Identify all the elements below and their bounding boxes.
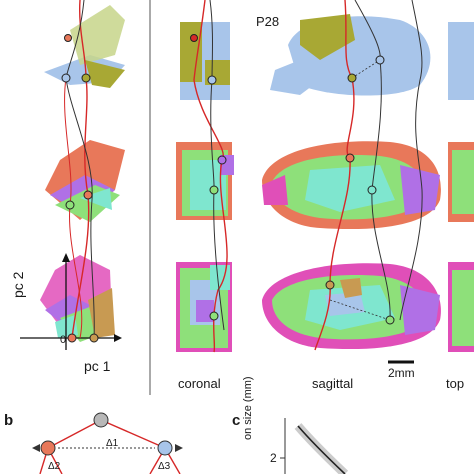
brain-lineage-nodes xyxy=(190,34,395,325)
sagittal-section-row3 xyxy=(262,263,441,350)
delta-3-label: Δ3 xyxy=(158,461,171,472)
panel-b-letter: b xyxy=(4,412,14,429)
pc2-axis-label: pc 2 xyxy=(10,271,26,298)
top-section-row2 xyxy=(448,142,474,222)
age-label: P28 xyxy=(256,14,280,29)
panel-c-ylabel: on size (mm) xyxy=(242,376,254,440)
scale-bar-label: 2mm xyxy=(388,366,415,380)
sagittal-section-row2 xyxy=(262,141,441,230)
sagittal-section-row1 xyxy=(270,14,431,96)
panel-c-letter: c xyxy=(232,412,241,429)
view-label-sagittal: sagittal xyxy=(312,376,354,391)
view-label-coronal: coronal xyxy=(178,376,221,391)
panel-b-tree xyxy=(32,412,183,474)
delta-1-label: Δ1 xyxy=(106,438,119,449)
coronal-section-row3 xyxy=(176,262,232,352)
coronal-section-row2 xyxy=(176,142,234,220)
coronal-section-row1 xyxy=(180,22,230,100)
delta-2-label: Δ2 xyxy=(48,461,61,472)
panel-c-tick: 2 xyxy=(270,451,277,465)
pc-origin-label: 0 xyxy=(60,334,67,346)
pc-cloud-middle xyxy=(45,140,125,222)
pc1-axis-label: pc 1 xyxy=(84,358,111,374)
pc-lineage-nodes xyxy=(61,34,99,343)
view-label-top: top xyxy=(446,376,465,391)
top-section-row1 xyxy=(448,22,474,100)
top-section-row3 xyxy=(448,262,474,352)
panel-c-plot xyxy=(280,418,349,474)
